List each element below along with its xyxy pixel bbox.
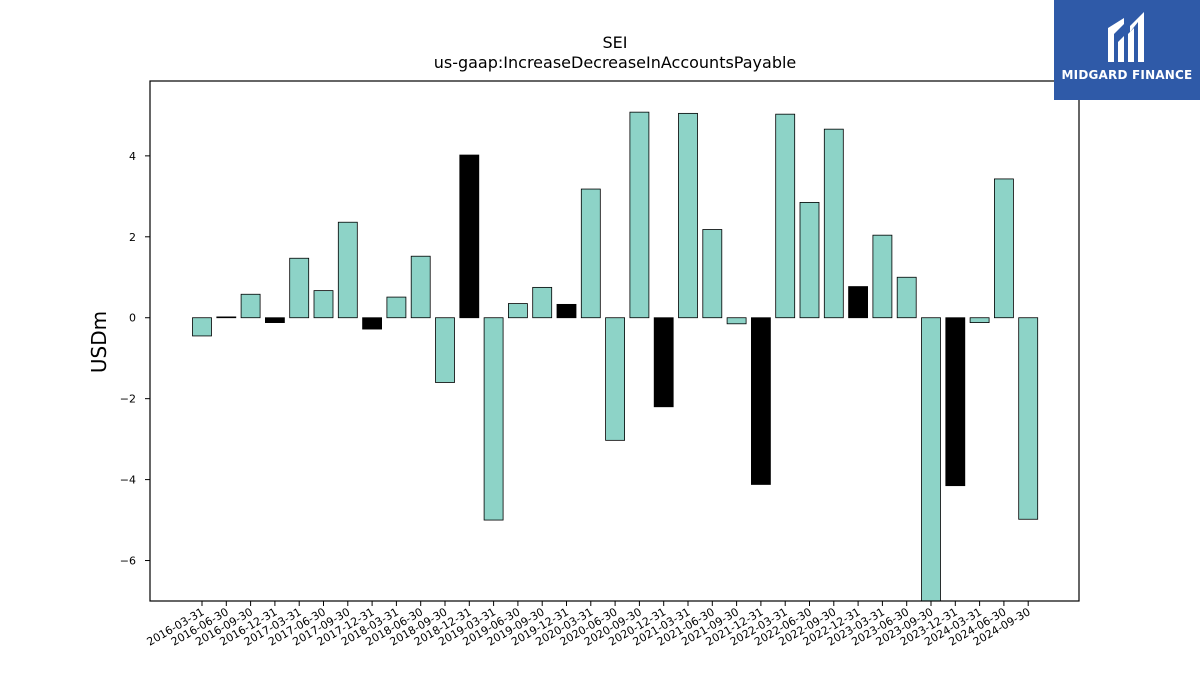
y-tick-label: −6	[120, 555, 136, 568]
bar-2023-03-31	[872, 234, 893, 319]
bar-2018-09-30	[435, 317, 455, 383]
bar-2024-03-31	[969, 317, 990, 323]
bars-layer	[192, 111, 1039, 601]
bar-2019-03-31	[483, 317, 504, 521]
bar-2019-12-31	[556, 303, 577, 319]
bar-2022-06-30	[799, 201, 820, 319]
bar-2017-03-31	[289, 257, 310, 319]
bar-2023-12-31	[945, 317, 966, 487]
midgard-logo-icon	[1108, 12, 1144, 62]
bar-2020-12-31	[653, 317, 674, 408]
y-tick-label: −2	[120, 393, 136, 406]
x-axis-ticks: 2016-03-312016-06-302016-09-302016-12-31…	[145, 601, 1033, 649]
bar-2021-09-30	[726, 317, 747, 325]
brand-name: MIDGARD FINANCE	[1061, 68, 1193, 82]
bar-2018-12-31	[459, 154, 480, 319]
y-tick-label: 4	[129, 150, 136, 163]
bar-2024-09-30	[1018, 317, 1039, 520]
y-tick-label: 2	[129, 231, 136, 244]
bar-2019-09-30	[532, 286, 553, 319]
bar-2017-09-30	[337, 221, 358, 319]
bar-2016-09-30	[240, 293, 261, 319]
bar-2023-09-30	[921, 317, 941, 601]
bar-2016-12-31	[264, 317, 285, 323]
y-tick-label: −4	[120, 474, 136, 487]
bar-2016-03-31	[192, 317, 212, 337]
bar-2018-06-30	[410, 255, 431, 319]
bar-2022-12-31	[848, 286, 868, 319]
bar-2020-09-30	[629, 111, 650, 319]
bar-2017-06-30	[313, 290, 334, 319]
bar-2024-06-30	[994, 178, 1014, 319]
bar-2018-03-31	[386, 296, 407, 319]
y-axis-ticks: −6 −4 −2 0 2 4	[120, 150, 150, 568]
bar-2023-06-30	[896, 276, 917, 319]
plot-frame	[149, 80, 1080, 602]
bar-2020-06-30	[605, 317, 625, 441]
bar-2017-12-31	[362, 317, 383, 330]
bar-2022-03-31	[775, 113, 796, 319]
brand-logo: MIDGARD FINANCE	[1054, 0, 1200, 100]
chart-subtitle: us-gaap:IncreaseDecreaseInAccountsPayabl…	[434, 53, 797, 72]
bar-2020-03-31	[580, 188, 601, 319]
bar-2016-06-30	[216, 316, 237, 319]
chart-title: SEI	[603, 33, 628, 52]
y-tick-label: 0	[129, 312, 136, 325]
bar-2022-09-30	[823, 128, 844, 319]
bar-2019-06-30	[507, 303, 528, 319]
bar-2021-06-30	[702, 229, 723, 319]
bar-2021-03-31	[678, 112, 698, 319]
bar-2021-12-31	[751, 317, 771, 485]
y-axis-label: USDm	[87, 311, 111, 373]
